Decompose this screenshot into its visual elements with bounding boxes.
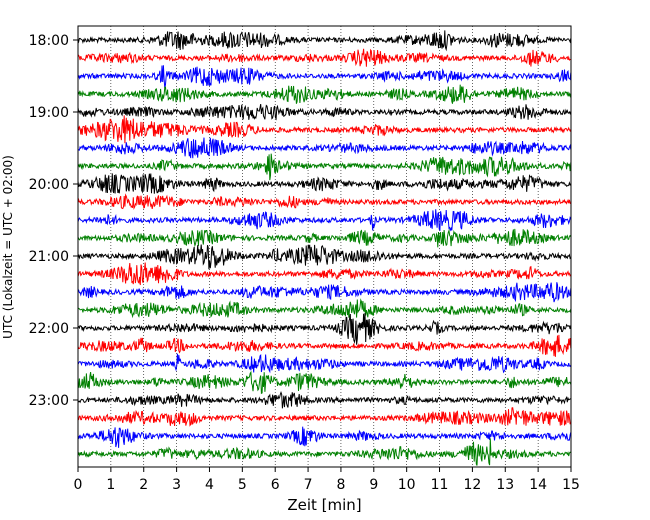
seismic-trace <box>77 407 572 427</box>
seismic-trace <box>77 48 571 67</box>
x-tick-label: 10 <box>398 477 416 493</box>
trace-group <box>77 30 572 466</box>
seismic-trace <box>77 153 572 181</box>
x-tick-label: 7 <box>304 477 313 493</box>
y-tick-label: 20:00 <box>29 177 69 193</box>
seismic-trace <box>77 173 572 194</box>
x-tick-label: 0 <box>74 477 83 493</box>
x-tick-label: 2 <box>139 477 148 493</box>
x-axis-ticks: 0 1 2 3 4 5 6 7 8 9 10 11 12 13 14 15 <box>74 467 580 493</box>
y-axis-ticks: 18:00 19:00 20:00 21:00 22:00 23:00 <box>29 33 78 409</box>
seismic-trace <box>77 438 572 466</box>
x-axis-label: Zeit [min] <box>287 496 361 514</box>
x-tick-label: 15 <box>562 477 580 493</box>
seismic-trace <box>77 334 572 357</box>
seismic-trace <box>77 30 572 52</box>
seismic-trace <box>77 312 572 345</box>
y-tick-label: 18:00 <box>29 33 69 49</box>
seismic-trace <box>77 262 572 286</box>
seismic-trace <box>77 65 572 89</box>
seismic-trace <box>77 84 572 104</box>
x-tick-label: 11 <box>431 477 449 493</box>
x-tick-label: 12 <box>463 477 481 493</box>
seismic-trace <box>77 193 572 210</box>
seismic-trace <box>77 298 572 319</box>
seismic-trace <box>77 282 572 303</box>
seismic-trace <box>77 391 571 409</box>
seismic-trace <box>77 370 572 395</box>
x-tick-label: 8 <box>336 477 345 493</box>
x-tick-label: 6 <box>271 477 280 493</box>
x-tick-label: 14 <box>529 477 547 493</box>
plot-frame <box>77 25 572 468</box>
x-tick-label: 13 <box>496 477 514 493</box>
y-axis-label: UTC (Lokalzeit = UTC + 02:00) <box>1 155 15 339</box>
y-tick-label: 23:00 <box>29 393 69 409</box>
seismic-trace <box>77 103 572 121</box>
seismic-trace <box>77 426 572 448</box>
y-tick-label: 21:00 <box>29 249 69 265</box>
seismic-trace <box>77 353 572 374</box>
y-tick-label: 22:00 <box>29 321 69 337</box>
x-tick-label: 5 <box>238 477 247 493</box>
seismic-trace <box>77 137 572 159</box>
x-tick-label: 3 <box>172 477 181 493</box>
seismic-trace <box>77 244 572 270</box>
y-tick-label: 19:00 <box>29 105 69 121</box>
x-tick-label: 1 <box>106 477 115 493</box>
x-tick-label: 9 <box>369 477 378 493</box>
seismic-trace <box>77 228 572 248</box>
seismic-trace <box>77 209 572 232</box>
x-tick-label: 4 <box>205 477 214 493</box>
seismic-trace <box>77 115 572 144</box>
